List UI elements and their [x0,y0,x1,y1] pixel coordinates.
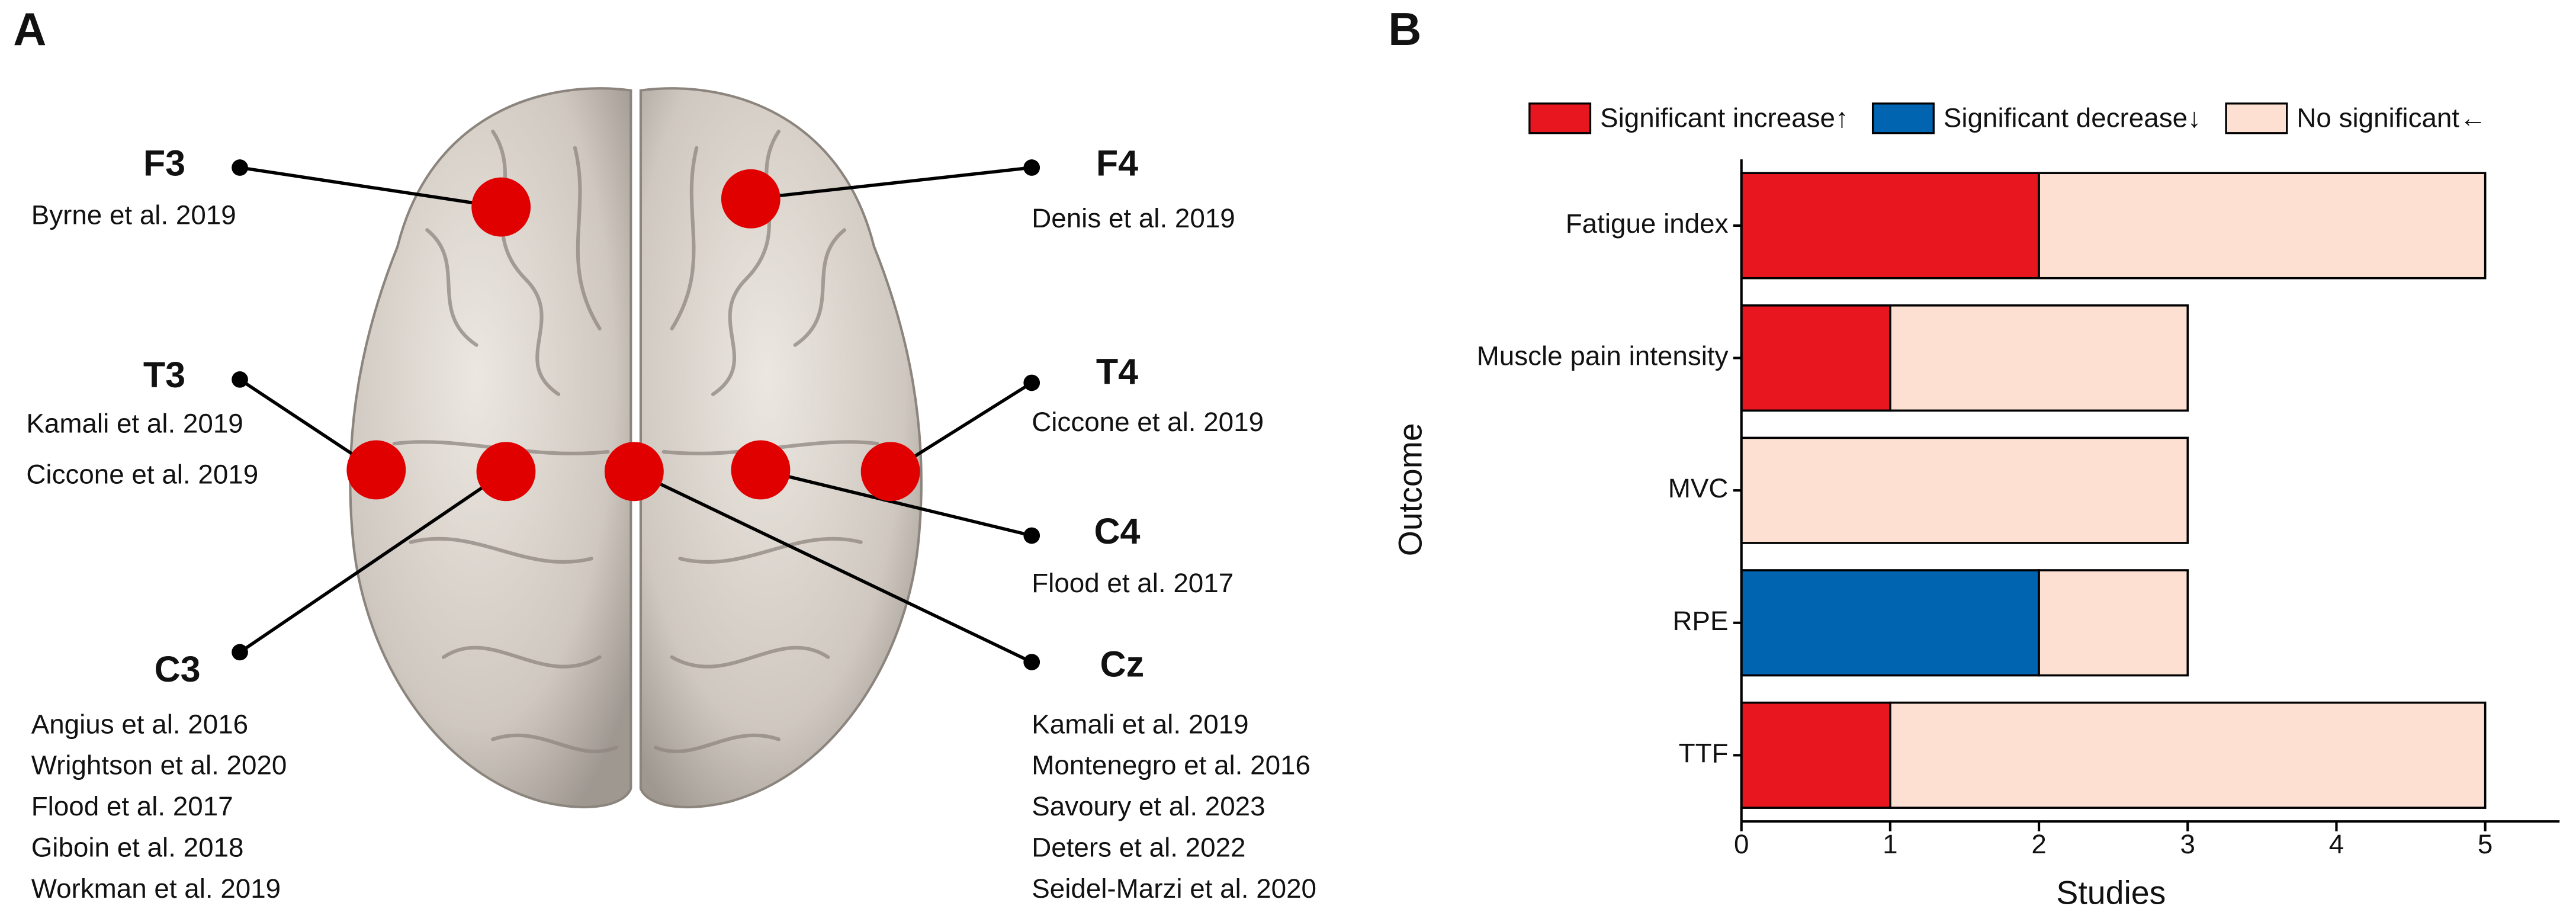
endpoint [232,644,248,661]
x-tick-label: 5 [2478,829,2493,859]
study: Denis et al. 2019 [1032,203,1235,233]
study: Wrightson et al. 2020 [31,750,287,780]
bar-segment [1889,701,2487,809]
electrode [471,177,531,237]
bar-segment [1889,304,2189,412]
electrode [731,440,791,500]
bar-segment [2038,569,2189,677]
legend-swatch [1871,102,1935,134]
legend-label: Significant increase↑ [1600,103,1849,133]
endpoint [1023,654,1040,670]
electrode [476,442,536,502]
x-tick-label: 2 [2031,829,2046,859]
endpoint [1023,159,1040,176]
bar-segment [1740,172,2040,280]
electrode [721,169,780,229]
panel-label: B [1388,4,1421,55]
study: Flood et al. 2017 [1032,568,1234,598]
electrode-label: Cz [1100,644,1145,685]
endpoint [232,159,248,176]
study: Byrne et al. 2019 [31,200,236,230]
electrode-label: F4 [1096,143,1138,183]
electrode-label: C3 [155,649,201,689]
study: Ciccone et al. 2019 [1032,407,1264,437]
y-tick-label: MVC [1668,473,1729,503]
study: Flood et al. 2017 [31,791,233,821]
bar-segment [1740,569,2040,677]
electrodes [346,169,920,502]
endpoint [232,371,248,388]
bar-segment [1740,436,2189,544]
x-axis-label: Studies [2056,875,2166,911]
study: Giboin et al. 2018 [31,832,244,862]
y-tick-label: TTF [1679,738,1729,768]
electrode-label: F3 [143,143,185,183]
study: Savoury et al. 2023 [1032,791,1265,821]
y-axis-label: Outcome [1392,423,1428,556]
connector [239,166,502,209]
panel-b: B Studies Outcome Fatigue index Muscle pa… [1388,4,2560,911]
electrode [346,440,406,500]
x-tick-label: 4 [2329,829,2344,859]
electrode-label: T4 [1096,352,1138,392]
x-tick-label: 0 [1734,829,1749,859]
y-tick-label: Muscle pain intensity [1477,341,1729,371]
x-tick-label: 1 [1883,829,1897,859]
study: Montenegro et al. 2016 [1032,750,1311,780]
bar-segment [1740,701,1891,809]
study: Workman et al. 2019 [31,873,281,904]
y-tick-label: RPE [1672,606,1728,636]
study: Kamali et al. 2019 [26,409,243,439]
study: Kamali et al. 2019 [1032,709,1248,739]
legend-swatch [2225,102,2288,134]
electrode-label: C4 [1094,511,1140,551]
connector [750,166,1032,201]
study: Seidel-Marzi et al. 2020 [1032,873,1316,904]
bar-segment [1740,304,1891,412]
endpoint [1023,527,1040,544]
study: Ciccone et al. 2019 [26,460,258,490]
endpoint [1023,374,1040,391]
panel-a: A [13,4,1316,904]
y-tick-label: Fatigue index [1566,208,1729,239]
study: Angius et al. 2016 [31,709,248,739]
panel-label: A [13,4,46,55]
legend-swatch [1528,102,1592,134]
electrode [604,442,664,502]
legend-label: Significant decrease↓ [1944,103,2201,133]
bar-segment [2038,172,2487,280]
connector [633,470,1033,664]
connectors [232,159,1040,670]
study: Deters et al. 2022 [1032,832,1245,862]
electrode-label: T3 [143,355,185,395]
electrode [860,442,920,502]
connector [239,470,508,654]
connector [760,468,1032,538]
x-tick-label: 3 [2180,829,2195,859]
legend-label: No significant← [2296,103,2486,133]
